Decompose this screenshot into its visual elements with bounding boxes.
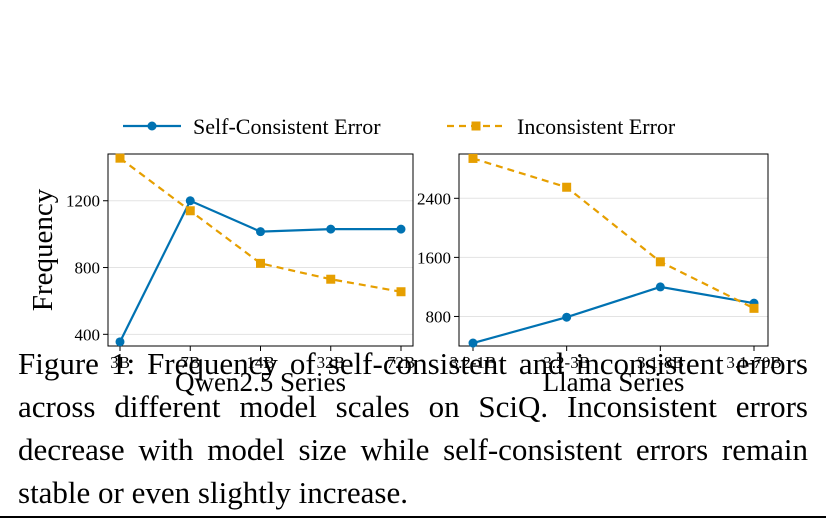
y-tick-label: 800: [75, 259, 101, 278]
legend-marker: [471, 121, 481, 131]
data-point: [256, 227, 265, 237]
plot-frame: [107, 153, 414, 347]
qwen-panel: 400 800 1200 3B 7B 14B 32B 72B Qwen2.5 Series Fre…: [27, 153, 415, 397]
data-point: [326, 274, 336, 284]
y-tick-label: 800: [426, 307, 452, 326]
x-tick-label: 3.1-8B: [637, 353, 684, 372]
legend-marker: [147, 121, 157, 131]
data-point: [562, 312, 572, 322]
data-point: [655, 282, 665, 292]
x-tick-label: 3.2-3B: [543, 353, 590, 372]
data-point: [468, 153, 478, 163]
data-point: [185, 206, 195, 216]
x-tick-label: 3.1-70B: [726, 353, 781, 372]
plot-frame: [458, 153, 769, 347]
data-point: [468, 338, 478, 348]
data-point: [326, 224, 336, 234]
data-point: [115, 153, 125, 163]
figure-caption: Figure 1: Frequency of self-consistent a…: [18, 346, 808, 510]
y-tick-label: 400: [75, 325, 101, 344]
y-tick-label: 2400: [417, 189, 451, 208]
data-point: [655, 257, 665, 267]
bottom-rule: [0, 516, 826, 518]
data-point: [185, 196, 195, 206]
series-line: [119, 199, 401, 343]
x-tick-label: 7B: [180, 353, 200, 372]
legend-label: Self-Consistent Error: [193, 114, 381, 139]
x-tick-label: 3.2-1B: [450, 353, 497, 372]
y-tick-label: 1600: [417, 248, 451, 267]
x-axis-label: Qwen2.5 Series: [175, 367, 346, 397]
llama-panel: 800 1600 2400 3.2-1B 3.2-3B 3.1-8B 3.1-70B Llam…: [417, 153, 782, 397]
data-point: [256, 258, 265, 268]
data-point: [115, 337, 125, 347]
y-tick-label: 1200: [66, 192, 100, 211]
series-line: [472, 157, 755, 310]
x-tick-label: 3B: [110, 353, 130, 372]
data-point: [396, 224, 406, 234]
x-tick-label: 32B: [317, 353, 345, 372]
data-point: [749, 303, 759, 313]
x-tick-label: 72B: [387, 353, 415, 372]
y-axis-label: Frequency: [27, 188, 59, 311]
x-tick-label: 14B: [246, 353, 274, 372]
legend-label: Inconsistent Error: [517, 114, 676, 139]
data-point: [562, 182, 572, 192]
series-line: [472, 285, 755, 345]
series-line: [119, 157, 402, 293]
data-point: [396, 287, 406, 297]
chart-legend: Self-Consistent Error Inconsistent Error: [123, 114, 676, 139]
x-axis-label: Llama Series: [543, 367, 685, 397]
